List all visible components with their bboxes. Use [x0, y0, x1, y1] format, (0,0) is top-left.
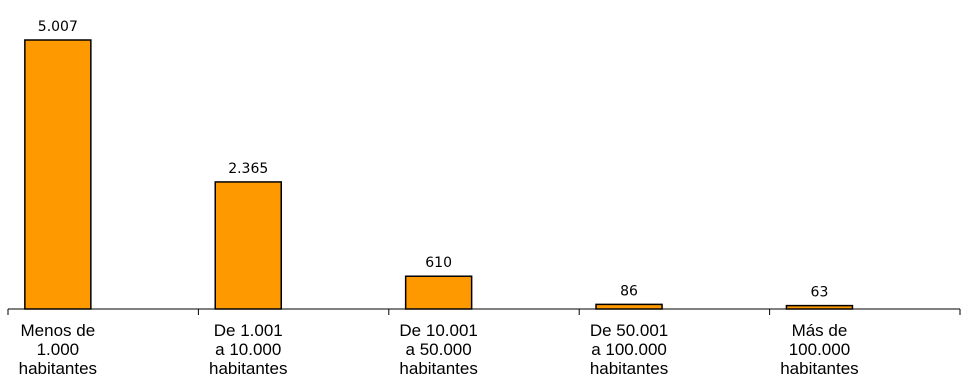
x-tick-label-line: habitantes: [19, 359, 97, 378]
x-tick-label-line: Más de: [792, 321, 848, 340]
bar-value-label: 86: [620, 283, 638, 299]
x-tick-label-line: 1.000: [37, 340, 80, 359]
x-tick-label-line: a 100.000: [591, 340, 667, 359]
x-tick-label: De 1.001 a 10.000 habitantes: [209, 321, 287, 378]
bar-value-label: 610: [425, 255, 452, 271]
x-tick-label-line: De 10.001: [399, 321, 477, 340]
x-tick-label: De 10.001 a 50.000 habitantes: [399, 321, 477, 378]
value-labels-layer: 5.007 2.365 610 86 63: [38, 19, 829, 301]
x-tick-label: Más de 100.000 habitantes: [780, 321, 858, 378]
x-tick-label-line: habitantes: [780, 359, 858, 378]
bar-value-label: 2.365: [228, 161, 268, 177]
bars-layer: [24, 39, 854, 310]
x-tick-label-line: habitantes: [399, 359, 477, 378]
bar: [214, 181, 282, 310]
x-axis-ticks: [7, 309, 961, 315]
bar-value-label: 63: [811, 285, 829, 301]
x-tick-label-line: De 50.001: [590, 321, 668, 340]
bar: [24, 39, 92, 310]
bar: [404, 275, 473, 310]
x-tick-label-line: habitantes: [590, 359, 668, 378]
x-tick-label-line: a 50.000: [406, 340, 472, 359]
x-tick-label-line: Menos de: [21, 321, 96, 340]
bar: [595, 303, 663, 310]
x-tick-label-line: a 10.000: [215, 340, 281, 359]
x-tick-label: De 50.001 a 100.000 habitantes: [590, 321, 668, 378]
x-tick-label-line: 100.000: [789, 340, 850, 359]
bar-value-label: 5.007: [38, 19, 78, 35]
x-tick-label-line: De 1.001: [214, 321, 283, 340]
x-tick-label-line: habitantes: [209, 359, 287, 378]
bar: [785, 304, 854, 310]
x-tick-label: Menos de 1.000 habitantes: [19, 321, 97, 378]
